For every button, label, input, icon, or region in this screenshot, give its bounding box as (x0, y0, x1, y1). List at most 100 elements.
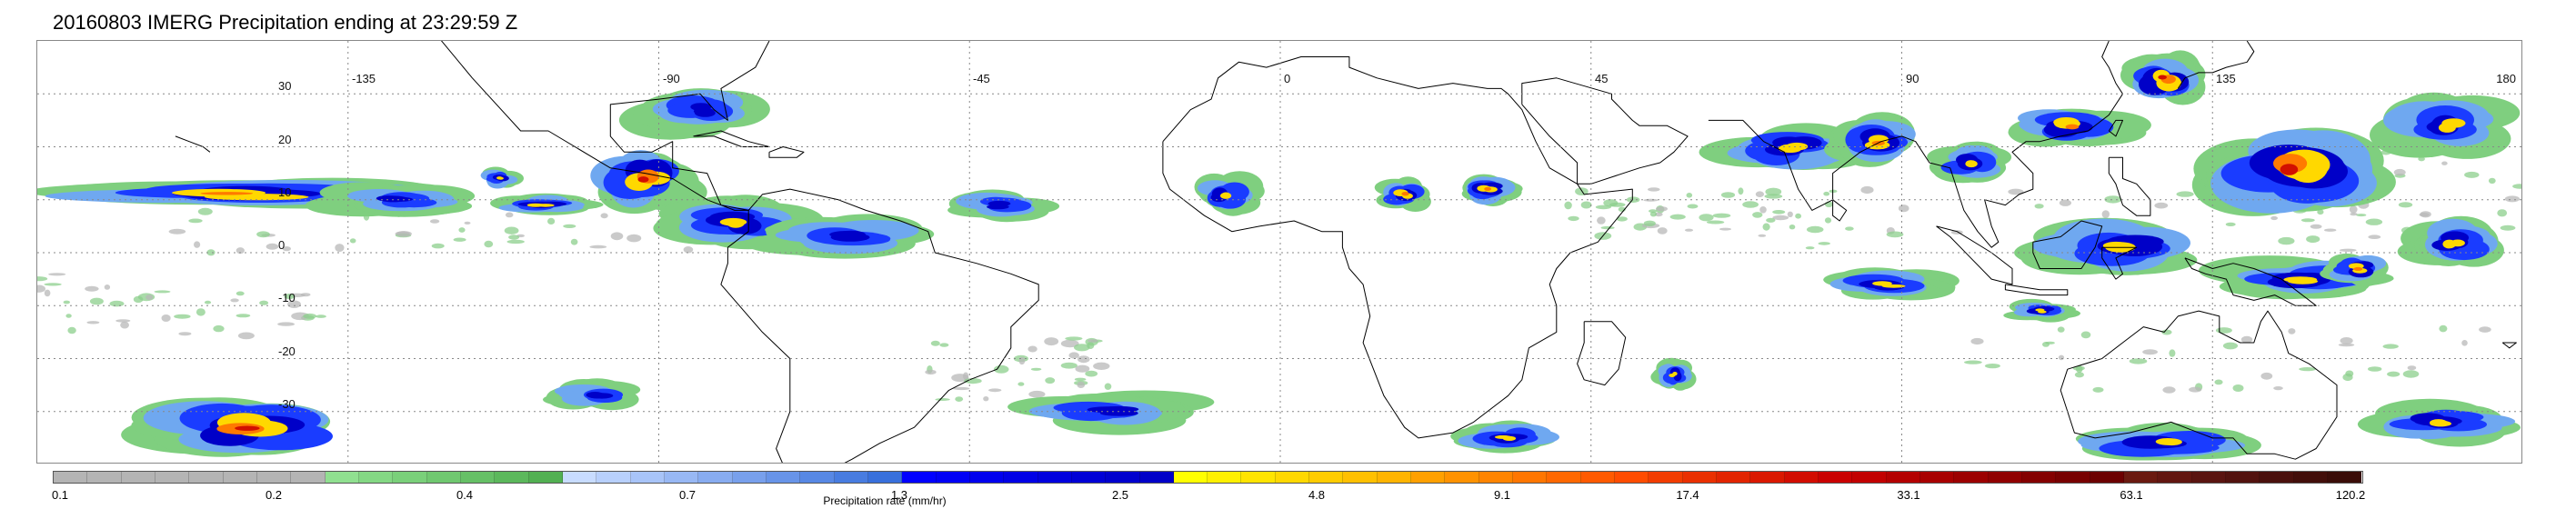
rain-cell (719, 217, 747, 226)
colorbar-segment (495, 472, 529, 483)
colorbar-segment (1750, 472, 1785, 483)
light-rain-cell (206, 249, 216, 256)
light-rain-cell (37, 284, 45, 293)
light-rain-cell (1657, 227, 1668, 235)
light-rain-cell (2441, 161, 2448, 165)
light-rain-cell (2393, 168, 2406, 176)
light-rain-cell (963, 372, 969, 380)
colorbar-segment (1852, 472, 1887, 483)
light-rain-cell (2008, 188, 2024, 195)
light-rain-cell (2349, 205, 2358, 214)
light-rain-cell (2162, 386, 2176, 394)
light-rain-cell (89, 297, 104, 305)
rain-system (590, 150, 707, 215)
australia-coastline (2060, 310, 2338, 460)
light-rain-cell (930, 340, 940, 346)
colorbar-segment (256, 472, 292, 483)
colorbar-tick-label: 1.3 (890, 488, 908, 502)
light-rain-cell (1616, 216, 1628, 222)
south-america-coastline (720, 188, 1039, 463)
light-rain-cell (1823, 191, 1830, 196)
colorbar-segment (1071, 472, 1107, 483)
light-rain-cell (145, 294, 154, 301)
light-rain-cell (2324, 228, 2337, 232)
colorbar-segment (1513, 472, 1548, 483)
light-rain-cell (1603, 199, 1619, 207)
colorbar-segment (1275, 472, 1310, 483)
light-rain-cell (2504, 195, 2521, 203)
rain-system (121, 397, 333, 457)
light-rain-cell (287, 300, 301, 309)
light-rain-cell (1030, 367, 1042, 371)
light-rain-cell (1772, 210, 1786, 215)
light-rain-cell (600, 213, 608, 219)
light-rain-cell (1765, 187, 1782, 196)
light-rain-cell (1738, 187, 1744, 195)
rain-cell (200, 192, 254, 195)
light-rain-cell (504, 226, 519, 235)
colorbar-segment (1377, 472, 1412, 483)
light-rain-cell (2439, 324, 2448, 333)
precipitation-map: -135 -90 -45 0 45 90 135 180 30 20 10 0 -10 -20 -30 (36, 40, 2522, 464)
light-rain-cell (2382, 344, 2399, 349)
light-rain-cell (86, 321, 100, 324)
light-rain-cell (120, 321, 129, 329)
light-rain-cell (2339, 248, 2357, 252)
light-rain-cell (259, 300, 269, 305)
colorbar-segment (1106, 472, 1140, 483)
light-rain-cell (955, 396, 964, 402)
hawaii-coastline (175, 135, 211, 153)
light-rain-cell (935, 398, 950, 401)
colorbar-segment (223, 472, 257, 483)
light-rain-cell (1074, 377, 1087, 382)
light-rain-cell (2278, 236, 2295, 245)
latitude-label: -20 (278, 344, 296, 358)
rain-system (745, 214, 935, 259)
map-title: 20160803 IMERG Precipitation ending at 2… (53, 11, 518, 34)
light-rain-cell (964, 378, 982, 384)
light-rain-cell (2497, 209, 2508, 217)
madagascar-coastline (1577, 321, 1627, 386)
colorbar-segment (2327, 472, 2362, 483)
light-rain-cell (1074, 344, 1090, 352)
light-rain-cell (1626, 196, 1640, 203)
colorbar-segment (1547, 472, 1581, 483)
light-rain-cell (2479, 326, 2491, 333)
longitude-label: 180 (2496, 72, 2516, 85)
rain-system (2320, 254, 2389, 287)
rain-system (2120, 50, 2206, 105)
rain-cell (376, 195, 400, 202)
light-rain-cell (2419, 213, 2430, 217)
colorbar-segment (528, 472, 563, 483)
light-rain-cell (1706, 220, 1725, 225)
rain-system (2397, 215, 2504, 267)
colorbar-segment (1886, 472, 1921, 483)
light-rain-cell (2488, 177, 2496, 185)
colorbar-segment (664, 472, 699, 483)
light-rain-cell (44, 283, 62, 286)
rain-system (2075, 423, 2261, 461)
colorbar-segment (189, 472, 224, 483)
light-rain-cell (1580, 201, 1592, 209)
light-rain-cell (197, 207, 213, 215)
rain-cell (2065, 124, 2080, 130)
colorbar-segment (1309, 472, 1344, 483)
colorbar-segment (2022, 472, 2057, 483)
rain-system (305, 182, 476, 217)
light-rain-cell (2075, 364, 2083, 374)
colorbar-segment (936, 472, 970, 483)
fiji-coastline (2501, 342, 2517, 349)
light-rain-cell (194, 241, 201, 248)
light-rain-cell (429, 219, 440, 224)
light-rain-cell (506, 239, 525, 245)
light-rain-cell (2045, 341, 2055, 344)
light-rain-cell (1643, 220, 1656, 226)
colorbar-tick-label: 0.7 (678, 488, 697, 502)
light-rain-cell (303, 313, 317, 319)
rain-cell (2353, 266, 2363, 271)
rain-cell (2280, 164, 2299, 175)
light-rain-cell (2214, 379, 2223, 385)
colorbar-segment (1173, 472, 1208, 483)
light-rain-cell (1643, 198, 1659, 202)
light-rain-cell (1045, 377, 1056, 384)
